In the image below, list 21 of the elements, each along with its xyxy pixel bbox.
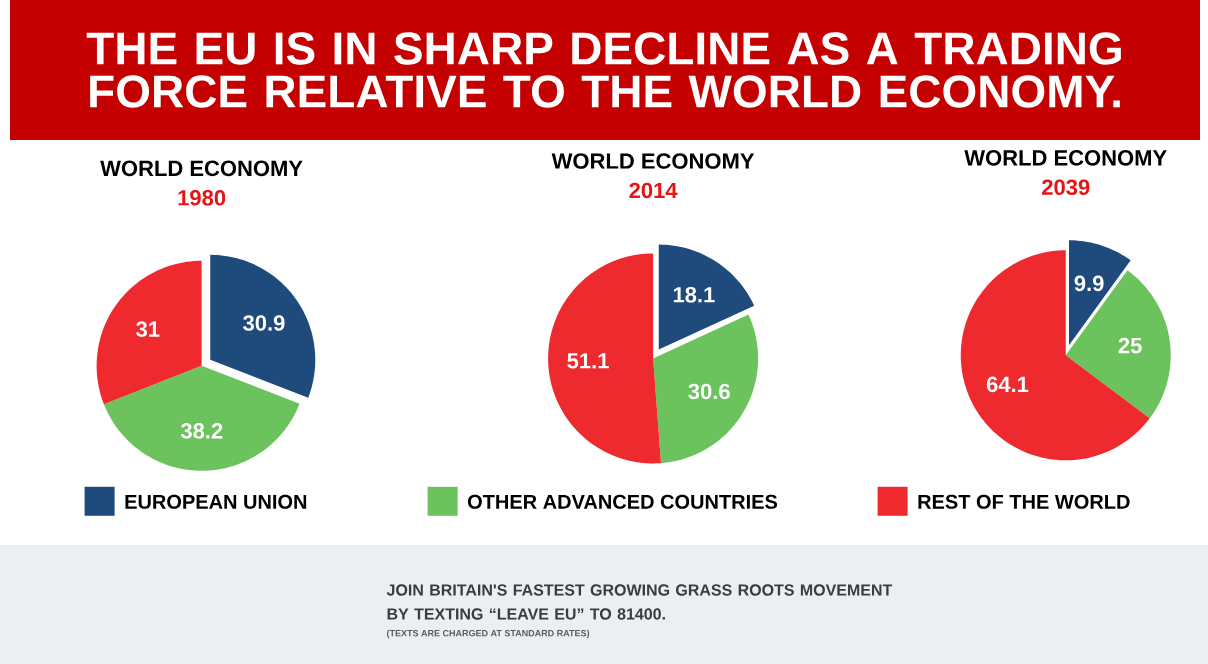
data-label: 38.2: [180, 423, 223, 439]
data-label: 25: [1118, 337, 1142, 354]
data-label: 64.1: [986, 376, 1029, 393]
legend-label: REST OF THE WORLD: [918, 494, 1130, 509]
data-label: 30.9: [243, 315, 285, 331]
data-label: 9.9: [1074, 275, 1104, 292]
data-label: 18.1: [673, 286, 715, 303]
chart-subtitle: 2039: [1042, 179, 1090, 196]
chart-title: WORLD ECONOMY: [964, 150, 1167, 166]
legend-label: OTHER ADVANCED COUNTRIES: [467, 494, 778, 509]
data-label: 51.1: [567, 353, 609, 369]
data-label: 31: [136, 321, 160, 337]
text: JOIN BRITAIN'S FASTEST GROWING GRASS ROOTS MOVEMENT BY TEXTING “LEAVE EU” TO 81400.: [386, 584, 893, 620]
text: (TEXTS ARE CHARGED AT STANDARD RATES): [387, 629, 590, 639]
chart-title: WORLD ECONOMY: [100, 160, 303, 177]
chart-title: WORLD ECONOMY: [551, 153, 755, 169]
chart-subtitle: 2014: [629, 182, 678, 199]
legend-label: EUROPEAN UNION: [125, 494, 307, 509]
chart-subtitle: 1980: [178, 190, 226, 206]
data-label: 30.6: [688, 383, 730, 400]
text: THE EU IS IN SHARP DECLINE AS A TRADING FORCE RELATIVE TO THE WORLD ECONOMY.: [86, 32, 1121, 108]
